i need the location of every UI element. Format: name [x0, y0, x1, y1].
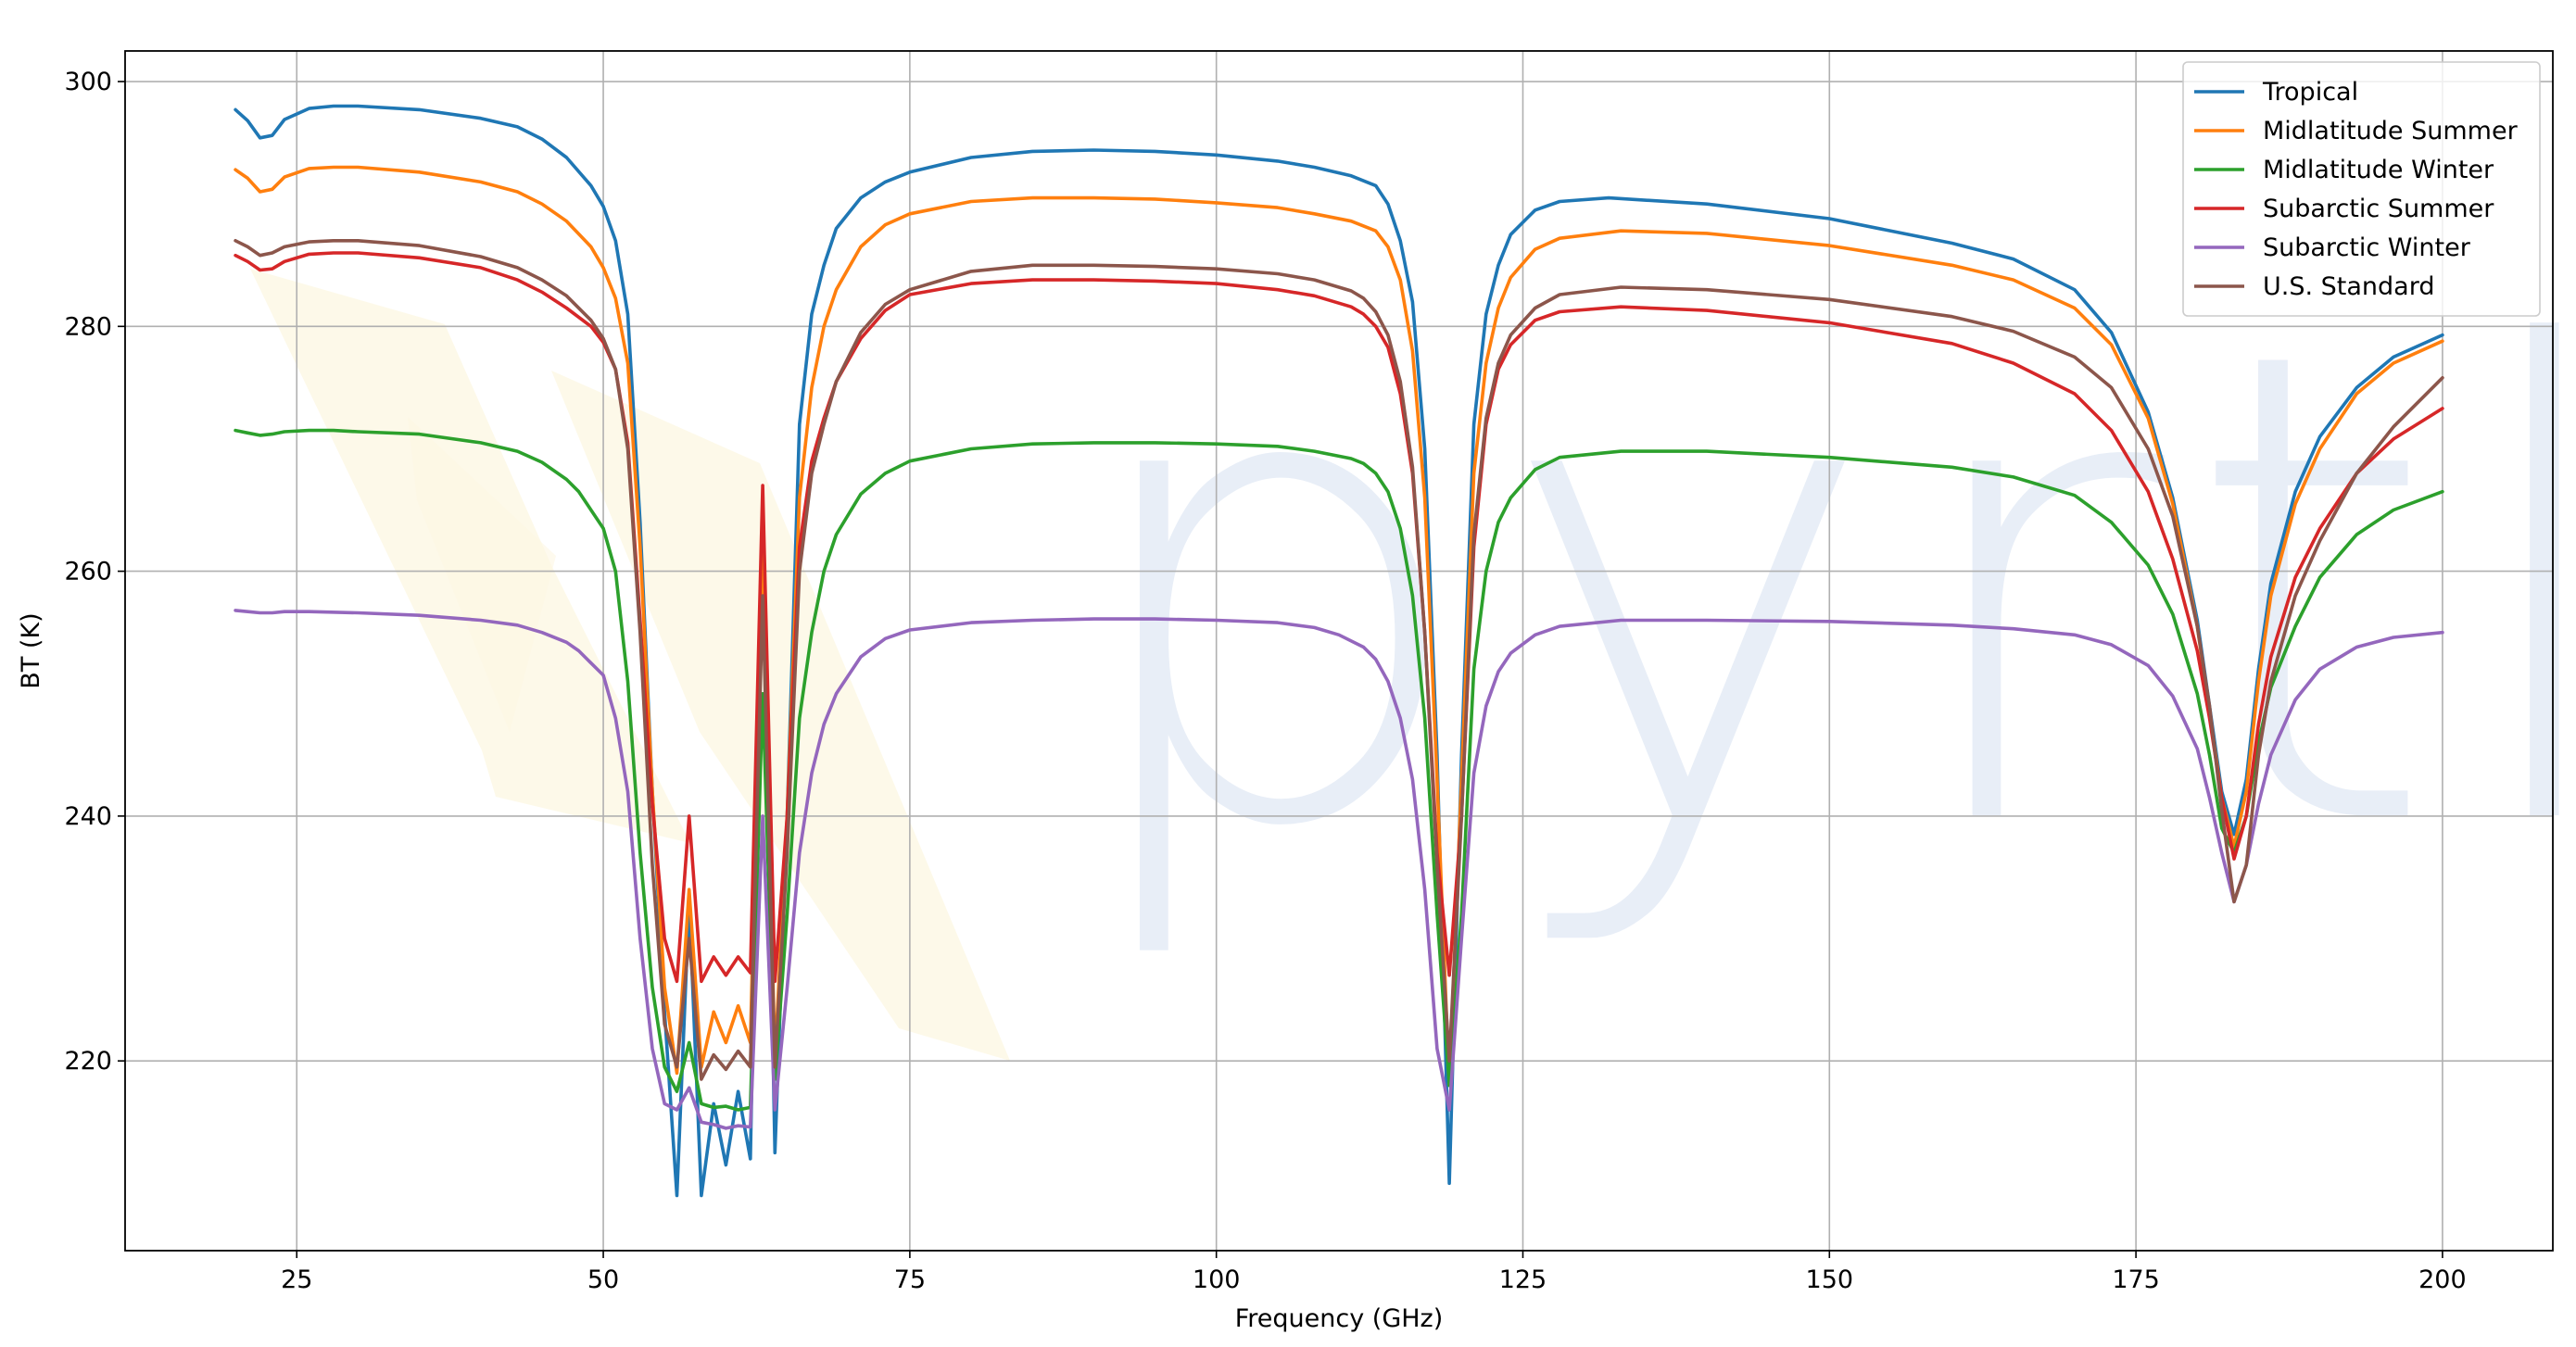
legend-entry: Midlatitude Summer	[2263, 117, 2519, 145]
series-line-subarctic-winter	[234, 609, 2444, 1130]
series-line-midlatitude-winter	[234, 428, 2444, 1112]
series-line-midlatitude-summer	[234, 165, 2444, 1088]
plot-frame	[124, 50, 2554, 1252]
series-line-u-s-standard	[234, 239, 2444, 1081]
legend-entry: Midlatitude Winter	[2263, 156, 2494, 184]
watermark-logo-shape-2	[551, 371, 1010, 1061]
ticks: 25 50 75 100 125 150 175 200 220 240 260 280 300	[64, 68, 2466, 1294]
legend-entry: Tropical	[2262, 78, 2358, 107]
x-tick-label: 25	[281, 1265, 312, 1294]
y-tick-label: 220	[64, 1047, 112, 1076]
x-tick-label: 200	[2418, 1265, 2467, 1294]
series-line-subarctic-summer	[234, 251, 2444, 984]
y-tick-label: 280	[64, 312, 112, 341]
legend-box	[2182, 61, 2541, 317]
legend: Tropical Midlatitude Summer Midlatitude Wi…	[2182, 61, 2541, 317]
watermark-logo-shape-3	[408, 417, 556, 732]
x-tick-label: 175	[2112, 1265, 2160, 1294]
x-axis-label: Frequency (GHz)	[1235, 1304, 1444, 1333]
x-tick-label: 50	[587, 1265, 619, 1294]
legend-entry: Subarctic Winter	[2263, 233, 2471, 262]
x-tick-label: 100	[1193, 1265, 1241, 1294]
legend-entry: Subarctic Summer	[2263, 195, 2494, 223]
watermark-text: pyrtlib	[1066, 214, 2576, 969]
watermark-logo: pyrtlib	[250, 214, 2576, 1061]
series-layer	[234, 104, 2444, 1198]
series-line-tropical	[234, 104, 2444, 1198]
x-tick-label: 150	[1806, 1265, 1854, 1294]
x-tick-label: 75	[894, 1265, 926, 1294]
y-tick-label: 240	[64, 802, 112, 831]
legend-entry: U.S. Standard	[2263, 272, 2434, 301]
y-tick-label: 300	[64, 68, 112, 96]
x-tick-label: 125	[1499, 1265, 1547, 1294]
y-axis-label: BT (K)	[17, 612, 45, 688]
y-tick-label: 260	[64, 558, 112, 586]
